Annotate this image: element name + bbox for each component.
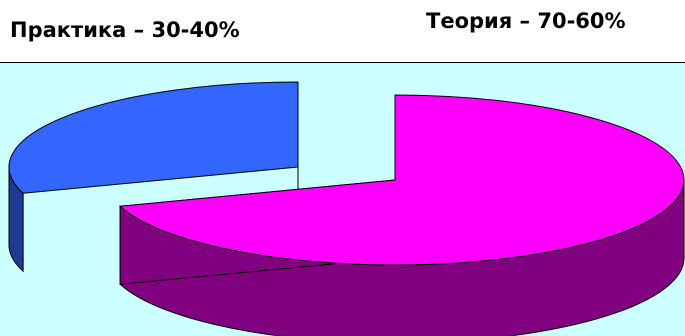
pie-chart	[0, 63, 685, 336]
slice-label-practice: Практика – 30-40%	[10, 18, 240, 42]
pie-slice-theory	[118, 94, 685, 336]
pie-slice-practice	[8, 81, 299, 273]
pie-slice-theory-top	[118, 94, 685, 266]
plot-area	[0, 62, 685, 336]
pie-slice-practice-top	[8, 81, 299, 194]
slice-label-theory: Теория – 70-60%	[426, 9, 626, 33]
